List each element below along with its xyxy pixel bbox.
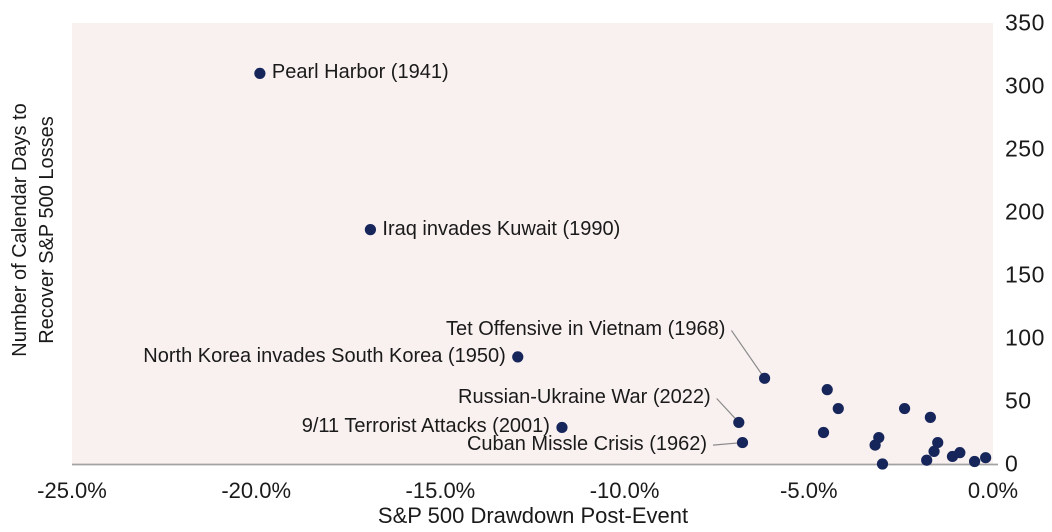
data-point xyxy=(364,224,377,236)
y-tick-label: 200 xyxy=(1005,198,1045,225)
data-point xyxy=(898,402,911,415)
plot-area xyxy=(72,23,993,464)
data-point xyxy=(928,445,940,457)
y-axis-title-line-2: Recover S&P 500 Losses xyxy=(36,116,58,344)
event-annotation: Pearl Harbor (1941) xyxy=(271,61,449,84)
x-tick-label: -20.0% xyxy=(221,478,292,503)
data-point xyxy=(821,384,833,396)
x-tick-label: -5.0% xyxy=(780,478,838,503)
data-point xyxy=(556,421,568,434)
x-axis-title: S&P 500 Drawdown Post-Event xyxy=(377,503,689,528)
x-tick-label: 0.0% xyxy=(967,478,1019,503)
data-point xyxy=(832,402,844,415)
data-point xyxy=(932,436,944,449)
event-annotation: North Korea invades South Korea (1950) xyxy=(143,344,506,367)
data-point xyxy=(980,452,992,464)
data-point xyxy=(758,372,771,384)
y-tick-label: 0 xyxy=(1005,450,1019,477)
y-tick-label: 250 xyxy=(1005,135,1045,162)
data-point xyxy=(968,455,981,468)
event-annotation: Cuban Missle Crisis (1962) xyxy=(466,433,708,456)
x-tick-label: -25.0% xyxy=(37,478,107,503)
event-annotation: Russian-Ukraine War (2022) xyxy=(458,386,711,409)
data-point xyxy=(254,67,266,79)
data-point xyxy=(954,447,966,459)
y-tick-label: 300 xyxy=(1005,72,1045,99)
event-annotation: Iraq invades Kuwait (1990) xyxy=(382,217,621,240)
y-axis-title-line-1: Number of Calendar Days to xyxy=(9,103,31,357)
event-annotation: 9/11 Terrorist Attacks (2001) xyxy=(301,415,550,438)
x-tick-label: -15.0% xyxy=(405,478,476,503)
y-axis-title: Number of Calendar Days to Recover S&P 5… xyxy=(7,103,61,356)
y-tick-label: 350 xyxy=(1005,9,1045,36)
data-point xyxy=(733,416,745,429)
data-point xyxy=(869,439,881,451)
data-point xyxy=(817,426,830,439)
y-tick-label: 50 xyxy=(1005,387,1032,414)
y-tick-label: 150 xyxy=(1005,261,1045,288)
data-point xyxy=(736,436,749,449)
leader-line xyxy=(730,330,766,379)
event-annotation: Tet Offensive in Vietnam (1968) xyxy=(446,318,726,341)
y-tick-label: 100 xyxy=(1005,324,1045,351)
x-tick-label: -10.0% xyxy=(589,478,660,503)
data-point xyxy=(921,454,933,466)
data-point xyxy=(924,411,936,423)
data-point xyxy=(512,351,524,363)
data-point xyxy=(876,458,889,470)
